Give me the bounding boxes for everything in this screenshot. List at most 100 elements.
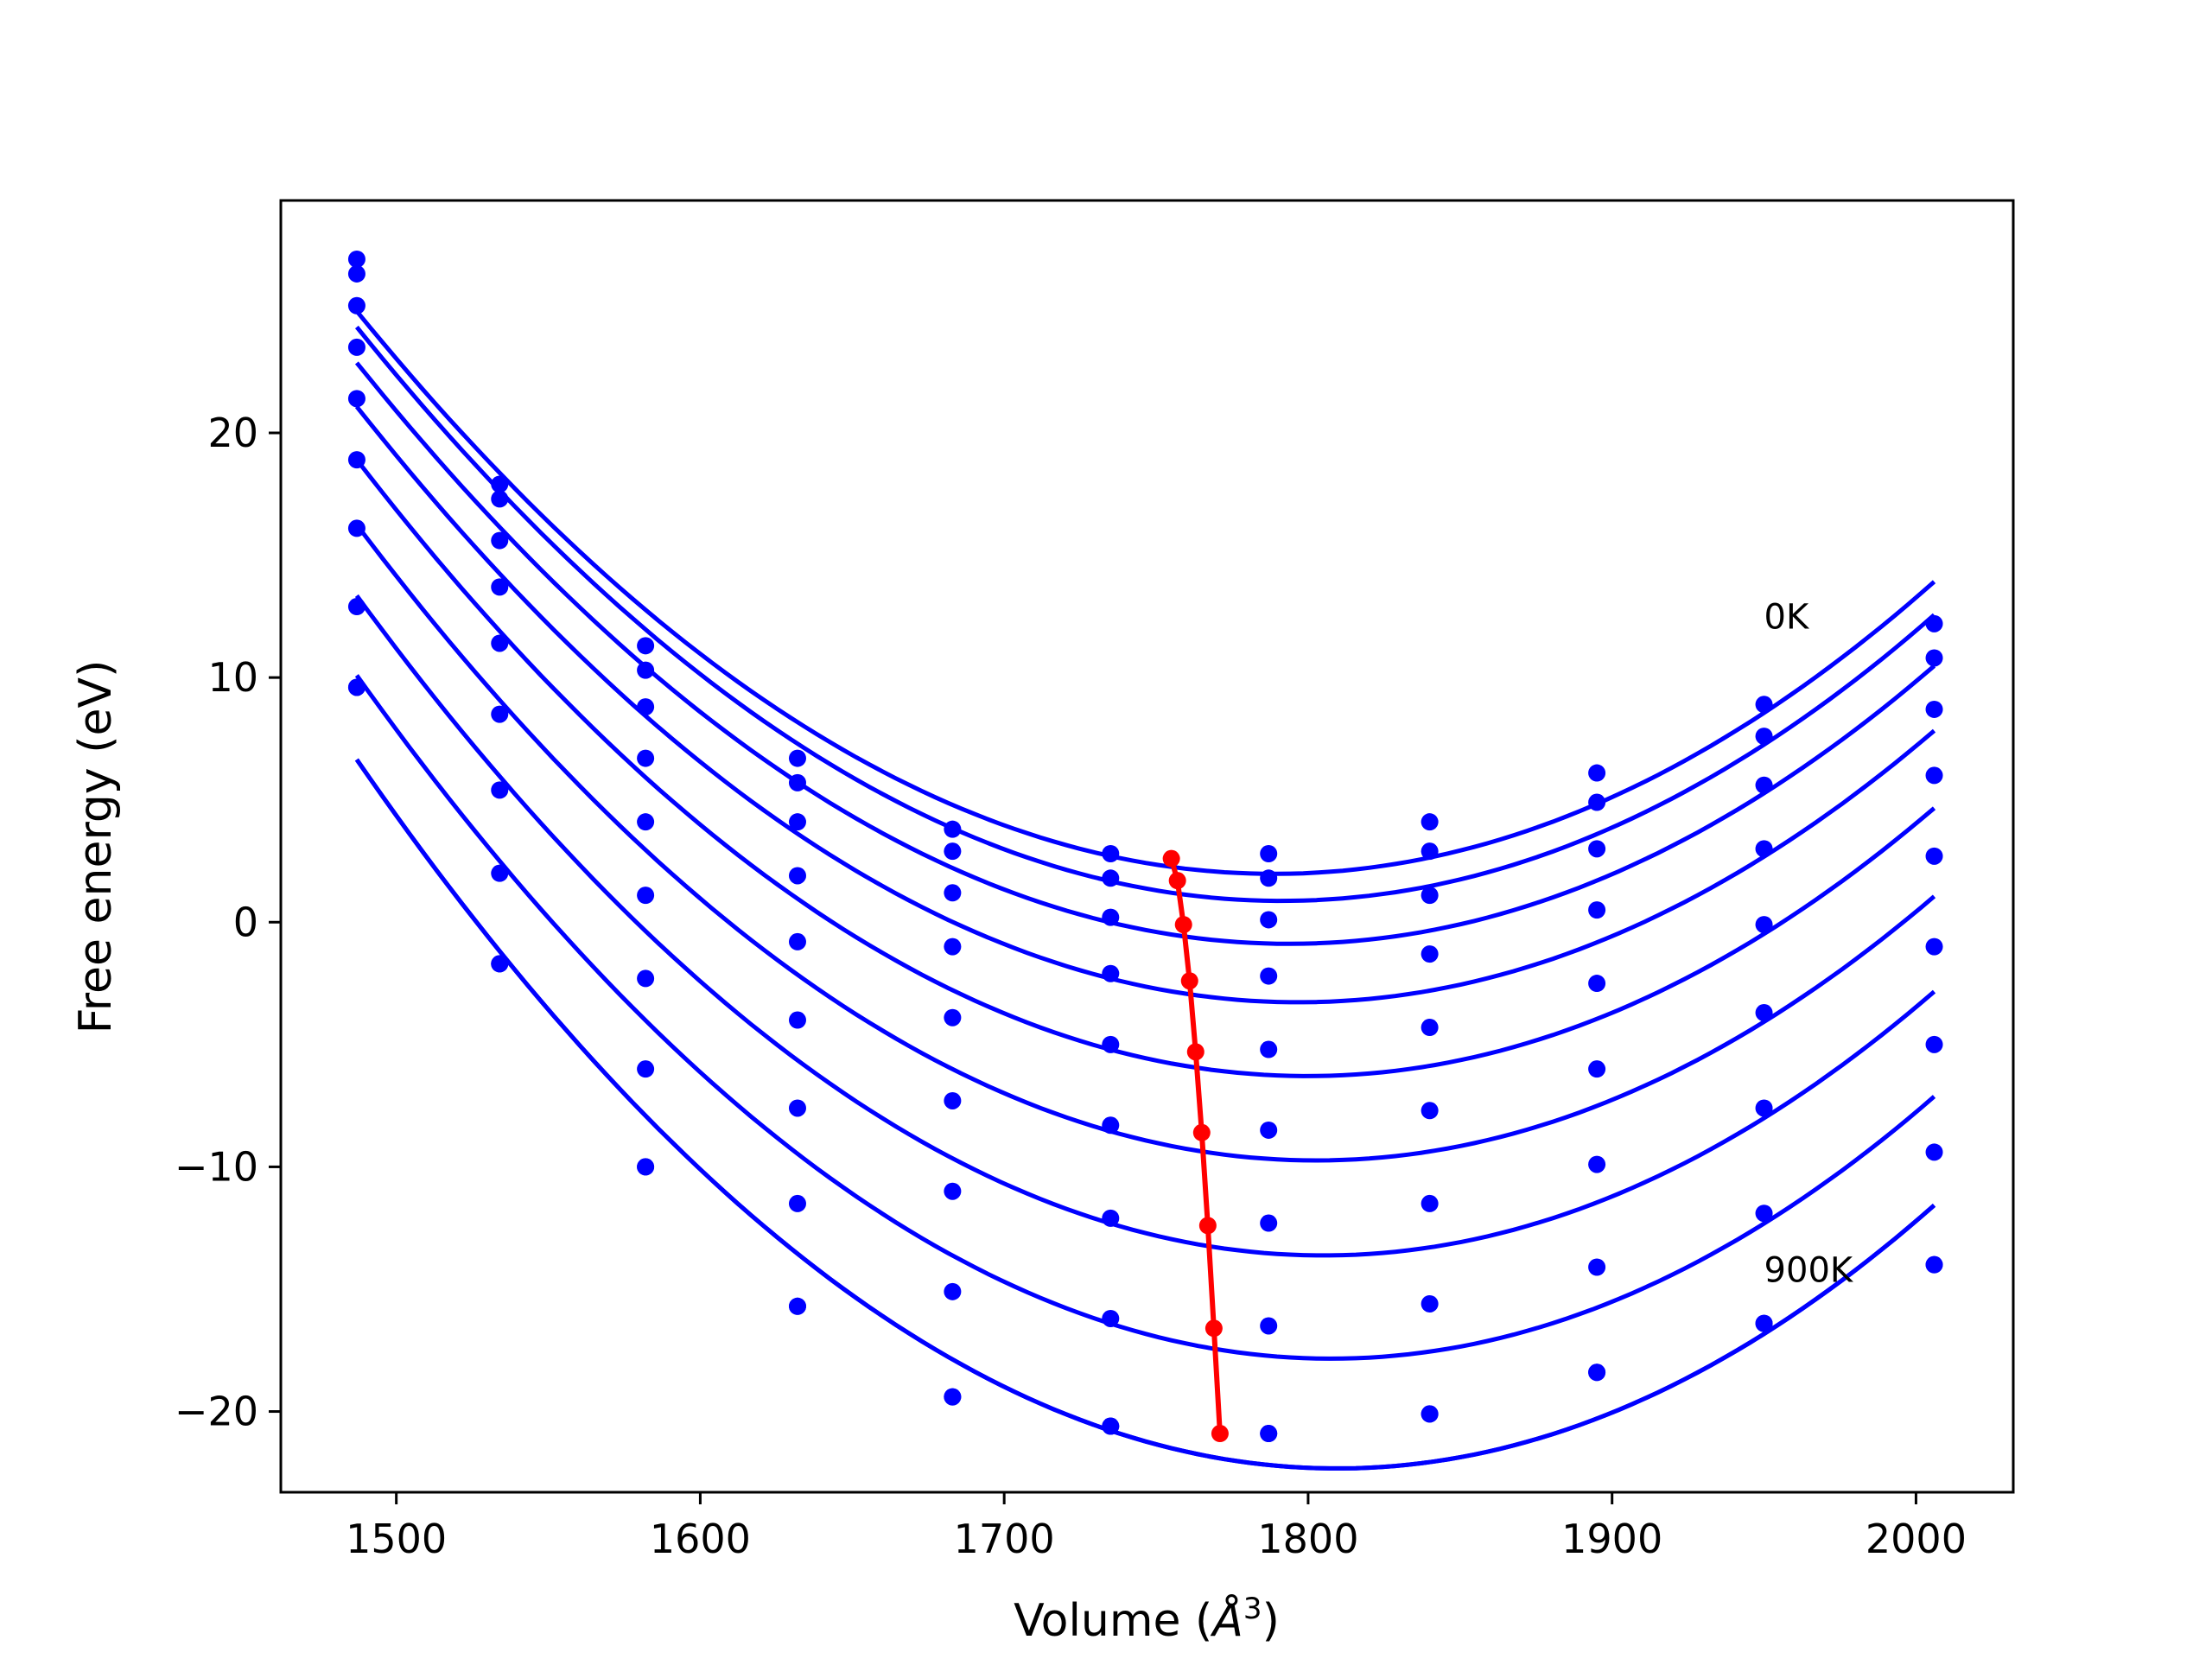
data-point — [1260, 1040, 1278, 1058]
data-point — [944, 842, 962, 861]
data-point — [944, 1182, 962, 1200]
data-point — [1925, 938, 1943, 956]
data-point — [788, 932, 806, 950]
data-point — [1755, 1205, 1773, 1223]
data-point — [491, 781, 509, 799]
data-point — [347, 264, 365, 283]
data-point — [1755, 1004, 1773, 1022]
series-line — [354, 758, 1936, 1471]
data-point — [1421, 887, 1439, 905]
data-point — [491, 531, 509, 550]
data-point — [1755, 728, 1773, 746]
series-400K — [347, 390, 1943, 1078]
data-point — [1260, 844, 1278, 862]
series-700K — [347, 598, 1943, 1361]
data-point — [1755, 1314, 1773, 1332]
data-point — [347, 296, 365, 315]
series-line — [354, 523, 1936, 1163]
data-point — [1260, 1214, 1278, 1232]
data-point — [788, 867, 806, 885]
minimum-point — [1192, 1123, 1211, 1141]
data-point — [944, 1008, 962, 1027]
minimum-point — [1198, 1217, 1217, 1235]
minimum-point — [1180, 972, 1198, 990]
data-point — [1588, 840, 1606, 858]
data-point — [1260, 1317, 1278, 1335]
data-point — [1102, 908, 1120, 926]
data-point — [1421, 813, 1439, 831]
data-point — [1925, 1035, 1943, 1053]
data-point — [944, 1388, 962, 1406]
data-point — [347, 519, 365, 537]
data-point — [491, 634, 509, 652]
data-point — [1102, 1116, 1120, 1135]
data-point — [788, 749, 806, 767]
data-point — [491, 955, 509, 973]
data-point — [1260, 869, 1278, 887]
data-point — [1588, 1363, 1606, 1382]
minimum-point — [1168, 872, 1186, 890]
data-point — [1925, 847, 1943, 865]
data-point — [1102, 844, 1120, 862]
data-point — [491, 864, 509, 882]
data-point — [1755, 840, 1773, 858]
data-point — [788, 1099, 806, 1117]
data-point — [1102, 964, 1120, 982]
data-point — [637, 813, 655, 831]
data-point — [347, 451, 365, 469]
data-point — [491, 490, 509, 508]
series-600K — [347, 519, 1943, 1258]
data-point — [944, 1091, 962, 1109]
plot-area — [347, 250, 1943, 1471]
data-point — [1588, 975, 1606, 993]
series-500K — [347, 451, 1943, 1163]
series-line — [354, 405, 1936, 1005]
data-point — [491, 578, 509, 596]
y-tick-label: 20 — [207, 410, 258, 456]
data-point — [1421, 1019, 1439, 1037]
x-axis-label-text: Volume ( — [1014, 1595, 1212, 1647]
y-tick-label: 0 — [233, 899, 258, 945]
data-point — [637, 887, 655, 905]
data-point — [944, 884, 962, 902]
temperature-annotation: 900K — [1764, 1250, 1854, 1290]
data-point — [1102, 1035, 1120, 1053]
data-point — [1421, 1194, 1439, 1212]
series-0K — [347, 250, 1943, 876]
data-point — [1102, 1309, 1120, 1327]
data-point — [1421, 1294, 1439, 1313]
y-axis-label: Free energy (eV) — [70, 660, 122, 1034]
x-tick-label: 1900 — [1561, 1516, 1662, 1562]
minimum-point — [1162, 849, 1180, 868]
series-line — [354, 325, 1936, 904]
data-point — [347, 338, 365, 356]
data-point — [1755, 696, 1773, 714]
data-point — [1421, 1102, 1439, 1120]
data-point — [1421, 1405, 1439, 1423]
data-point — [1260, 1425, 1278, 1443]
data-point — [1421, 945, 1439, 963]
data-point — [1588, 1258, 1606, 1276]
data-point — [347, 598, 365, 616]
annotations: 0K 900K — [1764, 597, 1854, 1290]
data-point — [1755, 776, 1773, 794]
minimum-energy-path — [1162, 849, 1229, 1443]
minimum-point — [1211, 1425, 1229, 1443]
data-point — [637, 1158, 655, 1176]
data-point — [637, 1060, 655, 1078]
data-point — [788, 1297, 806, 1315]
data-point — [788, 813, 806, 831]
y-axis: −20 −10 0 10 20 — [175, 410, 281, 1435]
x-tick-label: 1800 — [1257, 1516, 1358, 1562]
x-axis-label: Volume (Å3) — [1014, 1592, 1280, 1647]
data-point — [1260, 967, 1278, 985]
data-point — [944, 938, 962, 956]
data-point — [788, 1194, 806, 1212]
data-point — [1925, 1255, 1943, 1274]
series-800K — [347, 678, 1943, 1471]
series-300K — [347, 338, 1943, 1005]
data-point — [1102, 1417, 1120, 1435]
data-point — [491, 705, 509, 723]
data-point — [1260, 1121, 1278, 1139]
